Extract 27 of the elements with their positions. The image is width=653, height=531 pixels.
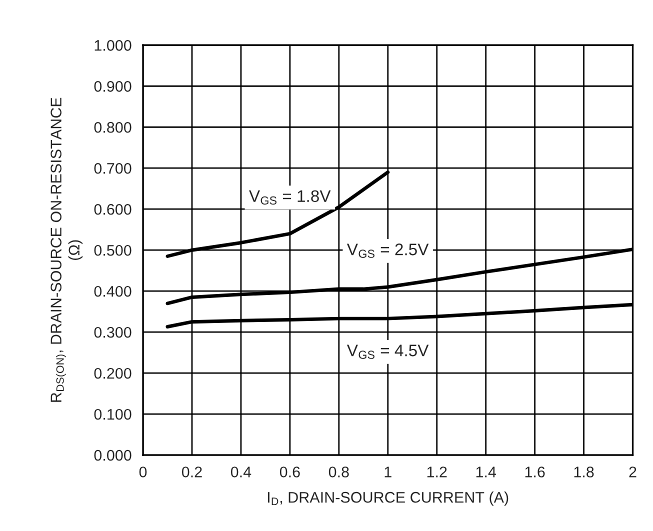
x-tick-label: 1.6 [525,466,545,478]
x-tick-label: 1.2 [427,466,447,478]
x-tick-label: 0 [139,466,147,478]
series-label: V$_{GS}$ = 2.5V [346,244,429,258]
x-tick-label: 1.4 [476,466,496,478]
y-tick-label: 0.100 [94,408,132,420]
x-tick-label: 0.2 [182,466,202,478]
x-tick-label: 0.4 [230,466,252,478]
y-tick-label: 0.000 [94,450,132,461]
x-axis-title: I$_{D}$, DRAIN-SOURCE CURRENT (A) [268,492,508,506]
series-label: V$_{GS}$ = 1.8V [249,190,331,205]
x-tick-label: 0.8 [328,466,349,478]
y-tick-label: 0.600 [94,204,132,215]
x-tick-label: 2 [629,466,636,478]
x-tick-label: 1 [384,466,392,478]
y-tick-label: 0.400 [94,286,132,297]
x-tick-label: 1.8 [574,466,594,478]
y-tick-label: 0.700 [94,162,132,174]
y-tick-label: 0.300 [94,326,132,338]
y-tick-label: 0.200 [94,368,132,379]
y-tick-label: 0.800 [94,122,132,133]
y-axis-title: R$_{DS(ON)}$, DRAIN-SOURCE ON-RESISTANCE (Ω) [50,98,83,402]
y-tick-label: 1.000 [94,40,132,51]
y-tick-label: 0.900 [94,80,132,92]
y-tick-label: 0.500 [94,244,132,256]
x-tick-label: 0.6 [280,466,300,478]
series-label: V$_{GS}$ = 4.5V [346,344,429,359]
